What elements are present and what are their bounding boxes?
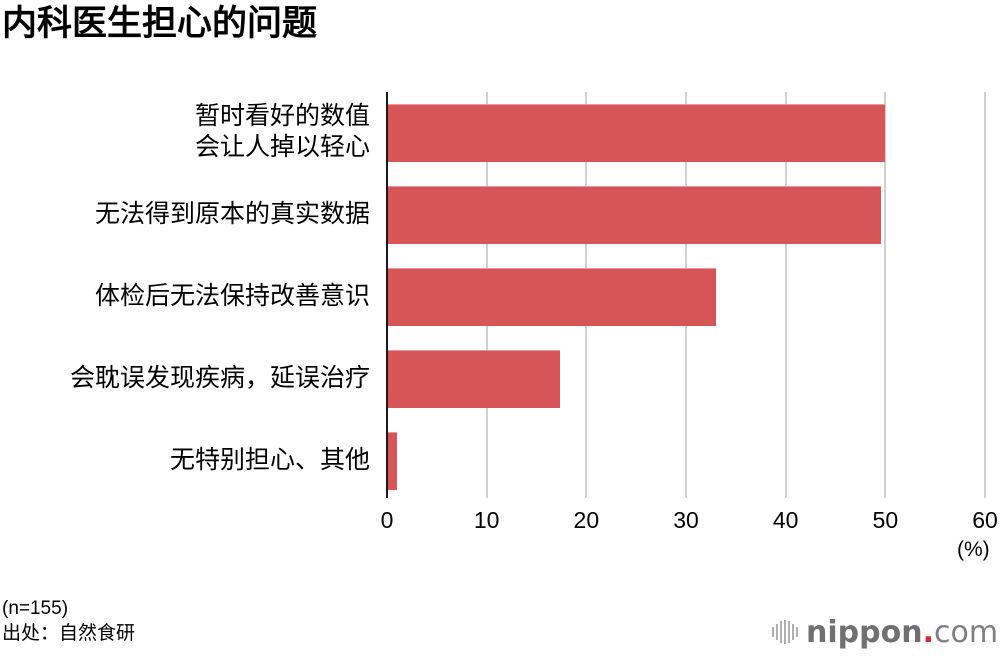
x-axis-unit: (%) [957, 538, 990, 561]
logo-text: nippon.com [806, 614, 999, 650]
x-tick-label: 0 [380, 507, 394, 533]
bar [388, 432, 397, 490]
category-label: 无特别担心、其他 [169, 444, 370, 474]
category-label: 暂时看好的数值 会让人掉以轻心 [194, 101, 370, 161]
category-label: 体检后无法保持改善意识 [94, 280, 370, 310]
bar [388, 350, 561, 408]
bar [388, 104, 886, 162]
gridline [884, 92, 887, 498]
x-tick-label: 40 [772, 507, 799, 533]
x-tick-label: 60 [972, 507, 998, 533]
chart-title: 内科医生担心的问题 [2, 4, 318, 44]
gridline [784, 92, 787, 498]
logo-bars-icon [772, 620, 798, 644]
bar [388, 268, 716, 326]
x-tick-label: 50 [872, 507, 899, 533]
sample-size-note: (n=155) [2, 598, 69, 619]
category-label: 无法得到原本的真实数据 [94, 198, 370, 228]
source-note: 出处：自然食研 [2, 622, 136, 644]
category-label: 会耽误发现疾病，延误治疗 [69, 362, 370, 392]
bar [388, 186, 882, 244]
nippon-logo: nippon.com [772, 614, 998, 650]
x-tick-label: 20 [573, 507, 600, 533]
y-axis-line [386, 92, 388, 498]
gridline [984, 92, 986, 498]
x-tick-label: 30 [673, 507, 699, 533]
x-tick-label: 10 [473, 507, 500, 533]
